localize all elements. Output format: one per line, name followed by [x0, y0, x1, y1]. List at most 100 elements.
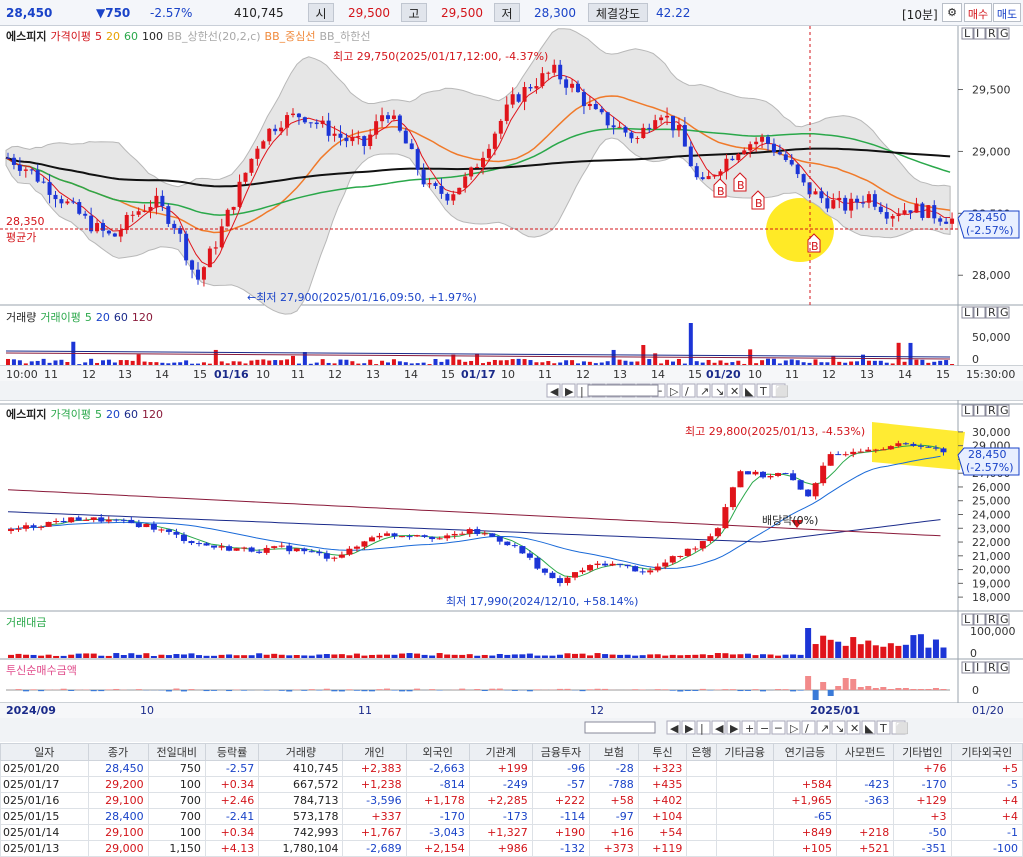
- daily-candle: [910, 444, 916, 446]
- column-header[interactable]: 전일대비: [148, 744, 205, 761]
- trading-value-bar: [407, 653, 413, 658]
- bb-low-label: BB_하한선: [320, 30, 371, 43]
- volume-bar: [36, 361, 40, 365]
- volume-bar: [808, 363, 812, 365]
- x-tick-label: 14: [651, 368, 665, 381]
- column-header[interactable]: 기타외국인: [951, 744, 1022, 761]
- trust-netbuy-bar: [279, 690, 285, 691]
- column-header[interactable]: 기관계: [469, 744, 532, 761]
- candle: [891, 216, 895, 219]
- daily-candle: [745, 471, 751, 474]
- daily-candle: [504, 542, 510, 545]
- column-header[interactable]: 거래량: [259, 744, 343, 761]
- daily-candle: [31, 525, 37, 527]
- volume-bar: [428, 364, 432, 365]
- column-header[interactable]: 은행: [687, 744, 716, 761]
- candle: [48, 182, 52, 195]
- volume-bar: [95, 363, 99, 365]
- column-header[interactable]: 보험: [590, 744, 639, 761]
- volume-bar: [386, 362, 390, 365]
- trust-netbuy-bar: [700, 689, 706, 690]
- candle: [42, 182, 46, 183]
- trading-value-bar: [670, 655, 676, 658]
- volume-bar: [914, 360, 918, 365]
- y-tick-label: 50,000: [972, 331, 1011, 344]
- column-header[interactable]: 외국인: [406, 744, 469, 761]
- trading-value-bar: [512, 654, 518, 658]
- toolbar-icon: /: [685, 385, 689, 398]
- ma-title: 가격이평: [50, 30, 90, 43]
- candle: [232, 207, 236, 210]
- daily-candle: [865, 450, 871, 452]
- strength-label: 체결강도: [588, 3, 648, 22]
- toolbar-icon: ▷: [670, 385, 679, 398]
- daily-candle: [324, 553, 330, 558]
- volume-bar: [196, 364, 200, 365]
- interval-label[interactable]: [10분]: [902, 6, 938, 23]
- sell-button[interactable]: 매도: [993, 3, 1021, 22]
- trust-netbuy-bar: [392, 690, 398, 691]
- daily-candle: [23, 525, 29, 529]
- trading-value-bar: [632, 656, 638, 658]
- trust-netbuy-bar: [204, 690, 210, 691]
- trust-netbuy-bar: [361, 690, 367, 691]
- trading-value-bar: [452, 655, 458, 658]
- candle: [552, 65, 556, 73]
- column-header[interactable]: 등락률: [205, 744, 258, 761]
- column-header[interactable]: 사모펀드: [837, 744, 894, 761]
- candle: [356, 136, 360, 137]
- settings-icon[interactable]: ⚙: [942, 3, 962, 22]
- trust-netbuy-bar: [918, 689, 924, 690]
- daily-candle: [489, 533, 495, 536]
- trading-value-bar: [429, 656, 435, 658]
- volume-bar: [493, 360, 497, 365]
- daily-candle: [83, 520, 89, 521]
- candle: [71, 201, 75, 202]
- column-header[interactable]: 기타금융: [716, 744, 773, 761]
- volume-bar: [582, 361, 586, 365]
- candle: [244, 173, 248, 182]
- column-header[interactable]: 기타법인: [894, 744, 951, 761]
- x-tick-label: 13: [860, 368, 874, 381]
- trust-netbuy-bar: [850, 679, 856, 690]
- volume-bar: [12, 359, 16, 365]
- column-header[interactable]: 일자: [1, 744, 89, 761]
- table-cell: -363: [837, 793, 894, 809]
- table-cell: +2.46: [205, 793, 258, 809]
- trust-netbuy-bar: [61, 689, 67, 690]
- trading-value-bar: [880, 647, 886, 658]
- panel-control-label: I: [976, 661, 979, 674]
- volume-bar: [885, 363, 889, 365]
- column-header[interactable]: 개인: [343, 744, 406, 761]
- daily-candle: [151, 524, 157, 530]
- column-header[interactable]: 종가: [88, 744, 148, 761]
- trust-netbuy-bar: [752, 689, 758, 690]
- trading-value-bar: [354, 654, 360, 658]
- daily-candle: [722, 507, 728, 528]
- trading-value-bar: [768, 655, 774, 658]
- trust-netbuy-bar: [933, 688, 939, 690]
- column-header[interactable]: 투신: [638, 744, 687, 761]
- daily-candle: [783, 473, 789, 474]
- y-tick-label: 0: [972, 684, 979, 697]
- volume-bar: [113, 363, 117, 365]
- daily-ma-title: 가격이평: [50, 408, 90, 421]
- trust-netbuy-bar: [354, 690, 360, 691]
- candle: [897, 214, 901, 216]
- column-header[interactable]: 연기금등: [773, 744, 836, 761]
- daily-candle: [700, 541, 706, 548]
- trading-value-bar: [166, 655, 172, 658]
- column-header[interactable]: 금융투자: [532, 744, 589, 761]
- buy-button[interactable]: 매수: [964, 3, 992, 22]
- volume-bar: [802, 362, 806, 365]
- trading-value-bar: [294, 655, 300, 658]
- y-tick-label: 22,000: [972, 536, 1011, 549]
- candle: [505, 105, 509, 121]
